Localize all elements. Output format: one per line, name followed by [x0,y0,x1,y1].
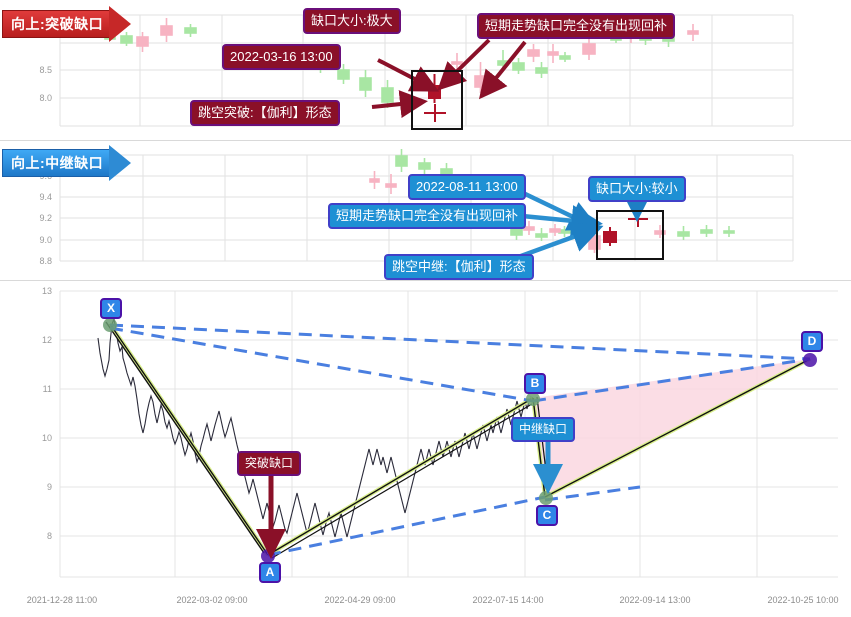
main-xtick-2: 2022-04-29 09:00 [324,595,396,605]
main-ytick-1: 12 [41,335,52,345]
main-xtick-4: 2022-09-14 13:00 [619,595,691,605]
middle-annotation-gap-size: 缺口大小:较小 [588,176,686,202]
top-ytick-0: 8.5 [39,65,52,75]
middle-ytick-1: 9.4 [39,192,52,202]
middle-ytick-3: 9.0 [39,235,52,245]
panel-divider-middle [0,280,851,281]
arrow-gap-nofill [478,40,527,100]
top-gap-highlight-box [411,70,463,130]
main-ytick-0: 13 [41,286,52,296]
middle-annotation-gap-time: 2022-08-11 13:00 [408,174,526,200]
main-xtick-0: 2021-12-28 11:00 [26,595,98,605]
middle-annotation-gap-nofill: 短期走势缺口完全没有出现回补 [328,203,527,229]
top-gap-panel: 8.5 8.0 向上:突破缺口 缺口大小:极大 2022-03-16 13:00… [0,0,851,140]
main-panel-graphics [59,290,838,578]
main-annotation-runaway-gap: 中继缺口 [511,417,576,442]
top-annotation-gap-size: 缺口大小:极大 [303,8,401,34]
main-xtick-5: 2022-10-25 10:00 [767,595,839,605]
pattern-point-d[interactable]: D [801,331,823,352]
arrow-gap-size [437,38,491,91]
top-annotation-gap-time: 2022-03-16 13:00 [222,44,341,70]
panel-divider-top [0,140,851,141]
middle-banner-runaway-gap: 向上:中继缺口 [2,145,132,181]
main-price-panel: 13 12 11 10 9 8 2021-12-28 11:00 2022-03… [0,281,851,617]
pattern-point-c[interactable]: C [536,505,558,526]
projection-lines [109,323,811,557]
pattern-point-a[interactable]: A [259,562,281,583]
main-ytick-3: 10 [41,433,52,443]
middle-ytick-2: 9.2 [39,213,52,223]
top-banner-label: 向上:突破缺口 [11,16,104,32]
main-ytick-2: 11 [42,384,52,394]
top-ytick-1: 8.0 [39,93,52,103]
middle-banner-label: 向上:中继缺口 [11,155,104,171]
main-annotation-breakaway-gap: 突破缺口 [237,451,302,476]
top-annotation-gap-pattern: 跳空突破:【伽利】形态 [190,100,340,126]
pattern-point-x[interactable]: X [100,298,122,319]
arrow-gap-time [377,58,440,92]
harmonic-legs [105,321,811,559]
main-ytick-4: 9 [46,482,52,492]
top-banner-breakaway-gap: 向上:突破缺口 [2,6,132,42]
middle-annotation-gap-pattern: 跳空中继:【伽利】形态 [384,254,534,280]
middle-gap-highlight-box [596,210,664,260]
middle-ytick-4: 8.8 [39,256,52,266]
top-annotation-gap-nofill: 短期走势缺口完全没有出现回补 [477,13,676,39]
price-line [97,317,546,538]
main-xtick-3: 2022-07-15 14:00 [472,595,544,605]
middle-gap-panel: 9.6 9.4 9.2 9.0 8.8 向上:中继缺口 2022-08-11 1… [0,141,851,280]
pattern-point-b[interactable]: B [524,373,546,394]
main-ytick-5: 8 [46,531,52,541]
main-xtick-1: 2022-03-02 09:00 [176,595,248,605]
